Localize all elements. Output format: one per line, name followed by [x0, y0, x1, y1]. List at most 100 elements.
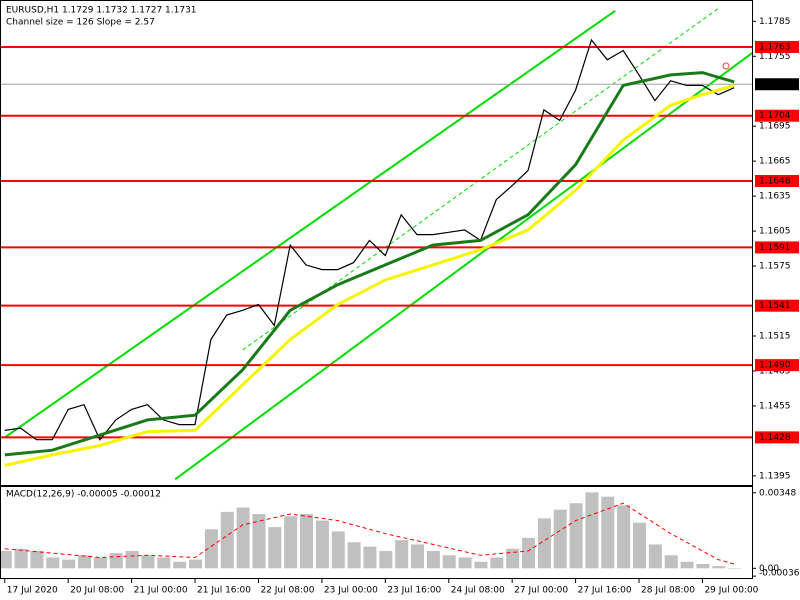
macd-bar [14, 548, 28, 569]
macd-bar [633, 522, 647, 569]
macd-bar [680, 561, 694, 569]
level-label-box [755, 40, 799, 53]
x-tick-label: 23 Jul 00:00 [324, 586, 378, 596]
macd-bar [474, 561, 488, 569]
chart-title: EURUSD,H1 1.1729 1.1732 1.1727 1.1731 [6, 6, 197, 16]
x-tick-label: 28 Jul 08:00 [641, 586, 695, 596]
level-label: 1.1428 [759, 433, 791, 443]
chart-subtitle: Channel size = 126 Slope = 2.57 [6, 18, 155, 28]
macd-bar [236, 507, 250, 569]
x-tick-label: 17 Jul 2020 [7, 586, 58, 596]
y-tick-label: 0.00348 [759, 489, 796, 499]
macd-bar [141, 555, 155, 569]
macd-bar [78, 555, 92, 569]
macd-bar [125, 550, 139, 569]
macd-title: MACD(12,26,9) -0.00005 -0.00012 [6, 490, 161, 500]
alert-icon [722, 62, 730, 70]
macd-bar [458, 557, 472, 569]
macd-bar [1, 550, 12, 569]
macd-bar [284, 516, 298, 569]
y-tick-label: 1.1665 [759, 157, 791, 167]
macd-bar [617, 505, 631, 569]
x-tick-label: 21 Jul 00:00 [134, 586, 188, 596]
level-label: 1.1490 [759, 361, 791, 371]
macd-bar [728, 568, 742, 569]
macd-bar [664, 555, 678, 569]
macd-bar [712, 566, 726, 569]
y-tick-label: 1.1695 [759, 122, 791, 132]
y-tick-label: 1.1515 [759, 331, 791, 341]
macd-bar [553, 509, 567, 569]
price-line [4, 71, 735, 457]
y-tick-label: 1.1575 [759, 262, 791, 272]
macd-bar [363, 546, 377, 569]
price-panel [0, 0, 753, 486]
macd-bar [442, 555, 456, 569]
macd-bar [252, 514, 266, 569]
macd-bar [379, 550, 393, 569]
macd-bar [585, 492, 599, 569]
x-tick-label: 20 Jul 08:00 [70, 586, 124, 596]
macd-plot [1, 492, 742, 569]
macd-bar [268, 527, 282, 569]
level-label-box [755, 431, 799, 444]
macd-bar [300, 514, 314, 569]
y-tick-label: 1.1455 [759, 401, 791, 411]
macd-bar [46, 557, 60, 569]
level-label: 1.1541 [759, 301, 791, 311]
level-label-box [755, 359, 799, 372]
level-label-box [755, 174, 799, 187]
macd-bar [569, 503, 583, 569]
macd-signal [4, 502, 735, 565]
macd-bar [331, 531, 345, 569]
axes: 1.1785 1.1755 1.1695 1.1665 1.1635 1.1605 1.15… [4, 17, 800, 596]
level-label-box [755, 299, 799, 312]
y-tick-label: 1.1635 [759, 192, 791, 202]
x-tick-label: 23 Jul 16:00 [387, 586, 441, 596]
macd-bar [522, 537, 536, 569]
macd-bar [347, 542, 361, 569]
last-price-label: 1.1731 [759, 80, 791, 90]
price-line [4, 83, 735, 467]
y-tick-label: 1.1605 [759, 227, 791, 237]
macd-bar [490, 557, 504, 569]
macd-bar [173, 561, 187, 569]
channel-line [174, 51, 752, 481]
y-tick-label: 1.1485 [759, 366, 791, 376]
macd-bar [506, 548, 520, 569]
level-label: 1.1591 [759, 243, 791, 253]
x-tick-label: 29 Jul 00:00 [704, 586, 758, 596]
macd-bar [109, 553, 123, 569]
macd-bar [315, 520, 329, 569]
x-tick-label: 21 Jul 16:00 [197, 586, 251, 596]
macd-bar [395, 540, 409, 569]
macd-bar [189, 559, 203, 569]
x-tick-label: 27 Jul 00:00 [514, 586, 568, 596]
last-price-box [755, 78, 799, 91]
y-tick-label: 1.1395 [759, 471, 791, 481]
price-line [4, 38, 735, 441]
macd-bar [537, 518, 551, 569]
macd-bar [426, 550, 440, 569]
macd-bar [93, 557, 107, 569]
channel-line [4, 9, 616, 439]
macd-bar [220, 511, 234, 569]
y-tick-label: -0.00036 [759, 569, 800, 579]
macd-bar [30, 550, 44, 569]
level-label: 1.1648 [759, 176, 791, 186]
x-tick-label: 22 Jul 08:00 [260, 586, 314, 596]
macd-bar [648, 544, 662, 569]
macd-bar [601, 496, 615, 569]
level-label-box [755, 109, 799, 122]
macd-bar [157, 557, 171, 569]
macd-bar [204, 529, 218, 569]
level-label: 1.1704 [759, 111, 791, 121]
x-tick-label: 24 Jul 08:00 [451, 586, 505, 596]
x-tick-label: 27 Jul 16:00 [578, 586, 632, 596]
level-label-box [755, 241, 799, 254]
y-tick-label: 0.00 [759, 564, 779, 574]
y-tick-label: 1.1755 [759, 52, 791, 62]
level-label: 1.1763 [759, 42, 791, 52]
